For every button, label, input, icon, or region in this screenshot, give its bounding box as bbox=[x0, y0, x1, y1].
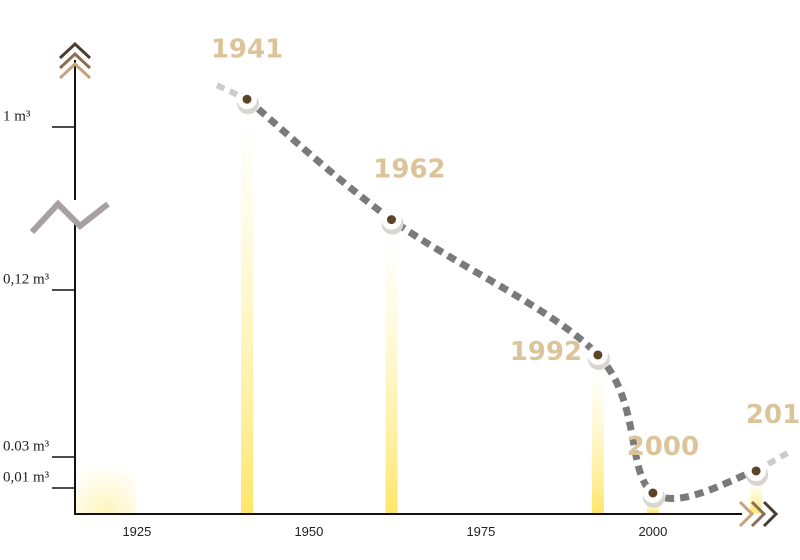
point-dot bbox=[242, 94, 252, 104]
y-tick-label: 0.03 m³ bbox=[3, 438, 50, 454]
point bbox=[237, 89, 259, 115]
point-label: 1941 bbox=[211, 34, 283, 64]
y-tick-label: 0,01 m³ bbox=[3, 469, 50, 485]
point bbox=[642, 483, 665, 508]
point-dot bbox=[751, 466, 761, 476]
point-label: 1962 bbox=[373, 155, 445, 185]
x-tick-label: 2000 bbox=[638, 524, 667, 539]
x-arrow bbox=[738, 500, 779, 528]
point bbox=[587, 344, 610, 370]
point bbox=[381, 209, 404, 235]
y-tick-label: 1 m³ bbox=[3, 108, 31, 124]
x-tick-label: 1925 bbox=[122, 524, 151, 539]
x-tick-label: 1950 bbox=[294, 524, 323, 539]
glow bbox=[76, 450, 136, 513]
point-dot bbox=[648, 488, 658, 498]
point bbox=[746, 460, 769, 486]
point-dot bbox=[593, 350, 603, 360]
glow-bar bbox=[646, 503, 659, 513]
glow-bar bbox=[385, 229, 398, 513]
point-label: 2015 bbox=[746, 400, 800, 430]
y-tick-label: 0,12 m³ bbox=[3, 271, 50, 287]
axis-break bbox=[29, 199, 110, 235]
x-tick-label: 1975 bbox=[466, 524, 495, 539]
point-label: 1992 bbox=[510, 337, 582, 367]
curve-tail bbox=[215, 82, 249, 102]
glow-bar bbox=[241, 109, 253, 513]
point-label: 2000 bbox=[627, 432, 699, 462]
glow-bar bbox=[591, 364, 604, 513]
line bbox=[244, 96, 758, 502]
y-arrow bbox=[58, 41, 92, 80]
point-dot bbox=[386, 215, 396, 225]
